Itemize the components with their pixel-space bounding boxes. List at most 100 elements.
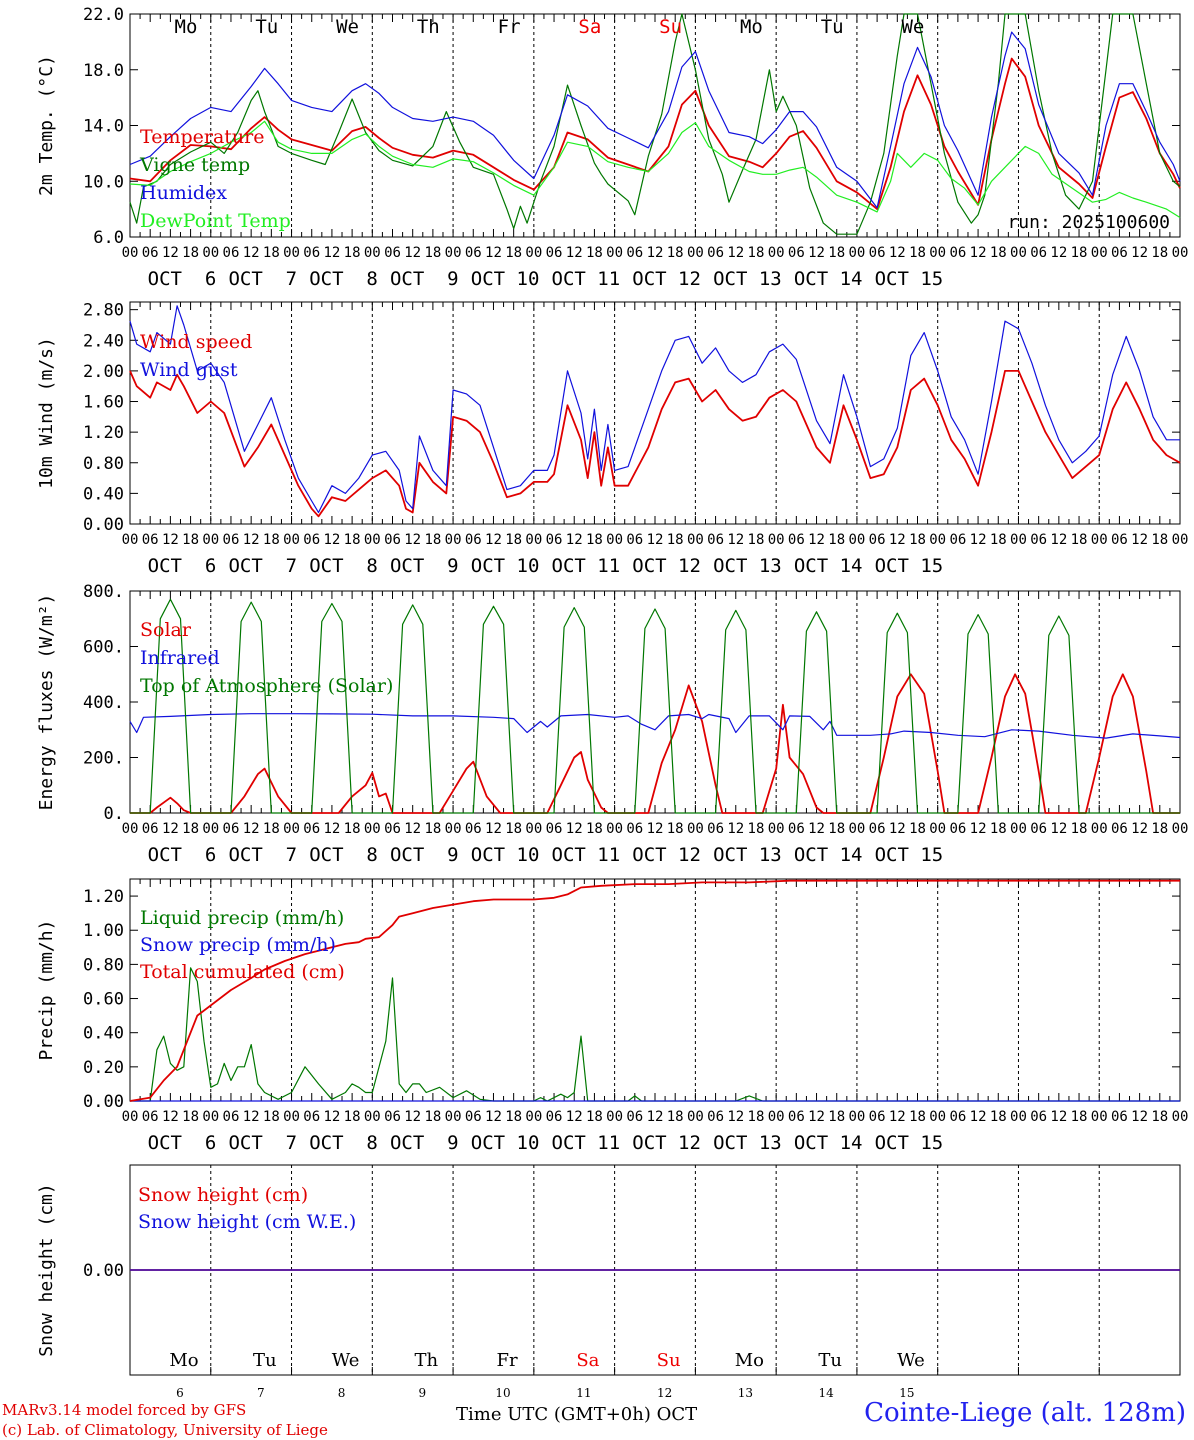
hour-tick-label: 18 [424, 245, 441, 261]
hour-tick-label: 00 [445, 532, 462, 548]
hour-tick-label: 00 [445, 821, 462, 837]
hour-tick-label: 06 [707, 821, 724, 837]
hour-tick-label: 18 [344, 245, 361, 261]
hour-tick-label: 12 [808, 821, 825, 837]
y-tick-label: 1.00 [83, 921, 124, 941]
y-tick-label: 6.0 [93, 228, 124, 248]
hour-tick-label: 06 [1111, 532, 1128, 548]
weekday-label-top: Tu [821, 16, 844, 38]
series-temperature [129, 57, 1181, 211]
series-top-of-atmosphere-solar- [130, 598, 1180, 814]
series-liquid-precip-mm-h- [130, 967, 1180, 1102]
hour-tick-label: 12 [1131, 532, 1148, 548]
hour-tick-label: 06 [949, 532, 966, 548]
hour-tick-label: 06 [303, 821, 320, 837]
hour-tick-label: 00 [364, 1109, 381, 1125]
weekday-label-top: We [901, 16, 924, 38]
date-label: OCT 13 [713, 268, 782, 290]
hour-tick-label: 12 [162, 532, 179, 548]
hour-tick-label: 12 [1050, 1109, 1067, 1125]
hour-tick-label: 00 [768, 821, 785, 837]
date-label: OCT 9 [390, 268, 459, 290]
hour-tick-label: 06 [626, 532, 643, 548]
legend-entry: Snow precip (mm/h) [140, 934, 336, 956]
weekday-label-top: Su [659, 16, 682, 38]
hour-tick-label: 06 [788, 532, 805, 548]
series-dewpoint-temp [129, 120, 1181, 219]
y-axis-title: 10m Wind (m/s) [36, 337, 57, 489]
date-label: OCT 8 [309, 844, 378, 866]
hour-tick-label: 00 [687, 245, 704, 261]
credit-line-2: (c) Lab. of Climatology, University of L… [2, 1421, 328, 1439]
date-label: OCT 11 [552, 844, 621, 866]
hour-tick-label: 00 [606, 245, 623, 261]
hour-tick-label: 12 [566, 1109, 583, 1125]
hour-tick-label: 12 [647, 532, 664, 548]
y-tick-label: 1.60 [83, 393, 124, 413]
hour-tick-label: 12 [808, 1109, 825, 1125]
date-label: OCT 6 [148, 1132, 217, 1154]
date-label: OCT 12 [632, 844, 701, 866]
hour-tick-label: 06 [1111, 821, 1128, 837]
panel-frame [129, 13, 1181, 238]
date-label: OCT 15 [875, 1132, 944, 1154]
hour-tick-label: 06 [949, 821, 966, 837]
hour-tick-label: 18 [586, 821, 603, 837]
y-tick-label: 0.40 [83, 1024, 124, 1044]
hour-tick-label: 18 [1151, 532, 1168, 548]
date-label: OCT 14 [794, 555, 863, 577]
hour-tick-label: 06 [1111, 245, 1128, 261]
hour-tick-label: 06 [707, 245, 724, 261]
hour-tick-label: 18 [344, 532, 361, 548]
hour-tick-label: 00 [606, 532, 623, 548]
hour-tick-label: 00 [606, 821, 623, 837]
date-label: OCT 13 [713, 555, 782, 577]
hour-tick-label: 18 [748, 1109, 765, 1125]
hour-tick-label: 00 [768, 1109, 785, 1125]
y-tick-label: 2.40 [83, 331, 124, 351]
weekday-label-bottom: Sa [576, 1350, 599, 1371]
date-label: OCT 12 [632, 1132, 701, 1154]
hour-tick-label: 06 [384, 532, 401, 548]
hour-tick-label: 12 [970, 821, 987, 837]
legend-entry: Wind speed [140, 331, 252, 353]
legend-entry: Liquid precip (mm/h) [140, 907, 344, 929]
y-tick-label: 0.20 [83, 1058, 124, 1078]
hour-tick-label: 06 [546, 821, 563, 837]
hour-tick-label: 18 [828, 532, 845, 548]
legend-entry: Snow height (cm) [138, 1184, 308, 1206]
hour-tick-label: 00 [202, 245, 219, 261]
hour-tick-label: 00 [768, 245, 785, 261]
hour-tick-label: 00 [122, 1109, 139, 1125]
hour-tick-label: 12 [243, 245, 260, 261]
day-number-label: 10 [495, 1386, 510, 1400]
hour-tick-label: 06 [142, 245, 159, 261]
hour-tick-label: 00 [848, 245, 865, 261]
hour-tick-label: 06 [1030, 1109, 1047, 1125]
hour-tick-label: 00 [1091, 532, 1108, 548]
panel-frame [129, 590, 1181, 814]
hour-tick-label: 00 [687, 532, 704, 548]
day-number-label: 11 [576, 1386, 591, 1400]
hour-tick-label: 18 [909, 245, 926, 261]
time-axis-title: Time UTC (GMT+0h) OCT [456, 1404, 698, 1425]
legend-entry: Solar [140, 619, 192, 641]
hour-tick-label: 12 [566, 821, 583, 837]
hour-tick-label: 00 [122, 532, 139, 548]
hour-tick-label: 06 [142, 821, 159, 837]
date-label: OCT 14 [794, 1132, 863, 1154]
hour-tick-label: 12 [1131, 1109, 1148, 1125]
hour-tick-label: 06 [303, 1109, 320, 1125]
legend-entry: Humidex [140, 182, 227, 204]
series-vigne-temp [129, 13, 1181, 235]
date-label: OCT 7 [228, 268, 297, 290]
hour-tick-label: 00 [1091, 821, 1108, 837]
hour-tick-label: 00 [283, 532, 300, 548]
hour-tick-label: 06 [1030, 532, 1047, 548]
hour-tick-label: 06 [465, 532, 482, 548]
hour-tick-label: 06 [869, 821, 886, 837]
weekday-label-bottom: Su [657, 1350, 681, 1371]
hour-tick-label: 12 [970, 1109, 987, 1125]
hour-tick-label: 06 [788, 821, 805, 837]
